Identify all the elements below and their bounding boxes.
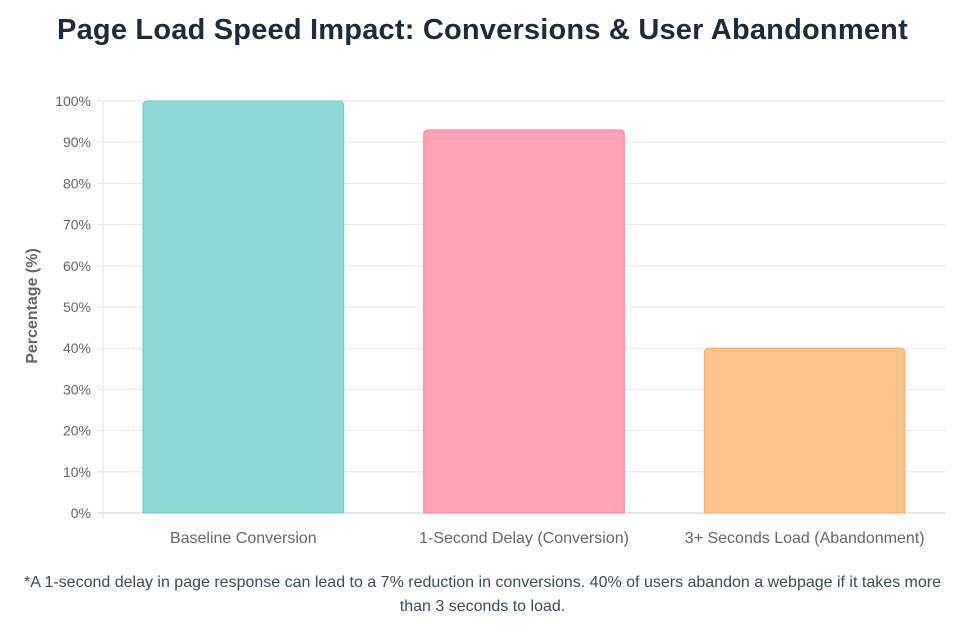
y-tick-label: 40% xyxy=(63,340,91,356)
y-tick-label: 70% xyxy=(63,217,91,233)
y-tick-label: 0% xyxy=(71,505,91,521)
y-tick-label: 100% xyxy=(55,93,91,109)
x-tick-label: 1-Second Delay (Conversion) xyxy=(419,530,629,547)
x-tick-label: Baseline Conversion xyxy=(170,530,317,547)
bar-3[interactable] xyxy=(703,347,906,514)
y-tick-label: 80% xyxy=(63,175,91,191)
y-tick-label: 90% xyxy=(63,134,91,150)
y-tick-label: 50% xyxy=(63,299,91,315)
x-axis-ticks: Baseline Conversion 1-Second Delay (Conve… xyxy=(170,530,925,547)
chart-title: Page Load Speed Impact: Conversions & Us… xyxy=(57,14,908,46)
y-tick-label: 20% xyxy=(63,423,91,439)
y-tick-label: 60% xyxy=(63,258,91,274)
x-tick-label: 3+ Seconds Load (Abandonment) xyxy=(685,530,925,547)
bars xyxy=(142,100,906,514)
footnote-text: *A 1-second delay in page response can l… xyxy=(23,574,942,615)
y-tick-label: 10% xyxy=(63,464,91,480)
footnote: *A 1-second delay in page response can l… xyxy=(0,571,965,619)
bar-2[interactable] xyxy=(423,129,625,514)
y-tick-label: 30% xyxy=(63,381,91,397)
y-axis-ticks: 0% 10% 20% 30% 40% 50% 60% 70% 80% 90% 100% xyxy=(55,93,91,521)
y-axis-label: Percentage (%) xyxy=(24,248,41,364)
bar-1[interactable] xyxy=(142,100,345,514)
